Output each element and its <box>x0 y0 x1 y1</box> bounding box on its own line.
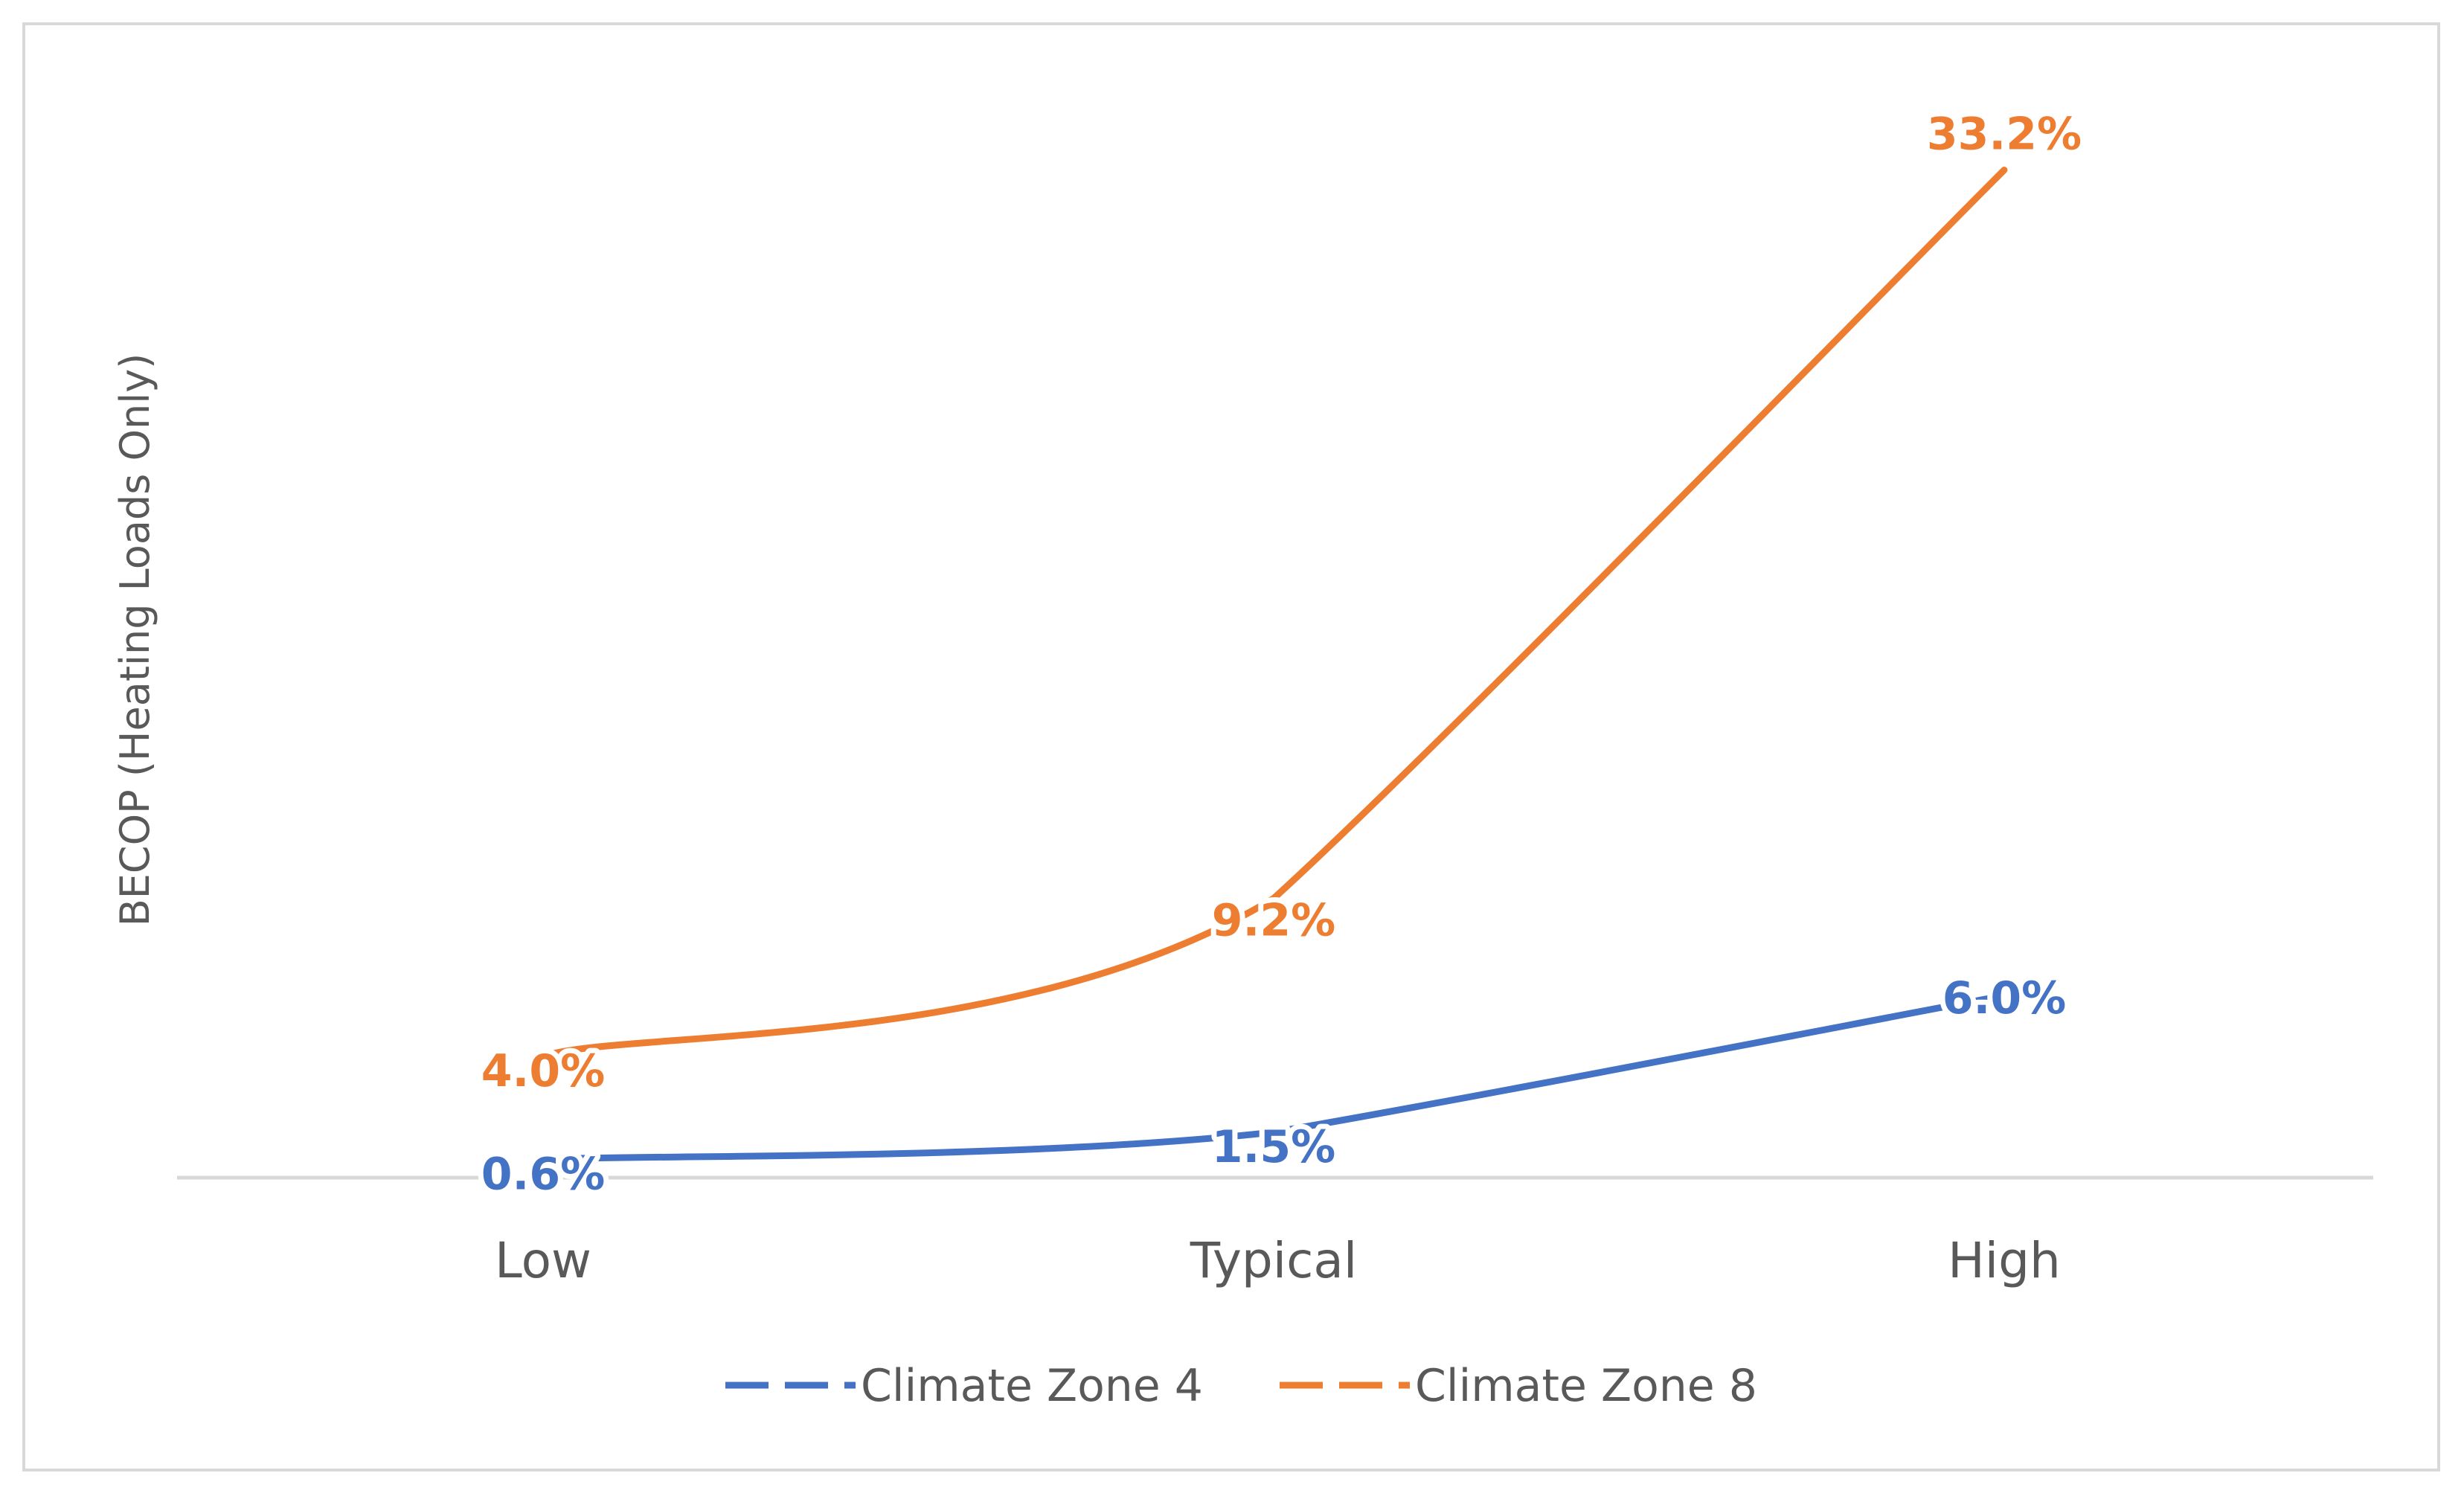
legend-item-1: Climate Zone 4 <box>725 1360 1203 1412</box>
data-label-1-1: 0.6% <box>481 1149 605 1201</box>
x-tick-label: Typical <box>1190 1232 1357 1289</box>
data-label-2-3: 33.2% <box>1927 108 2082 160</box>
series-line-1 <box>539 992 2008 1164</box>
x-tick-labels: Low Typical High <box>495 1232 2061 1289</box>
data-label-1-3: 6.0% <box>1942 972 2066 1024</box>
x-tick-label: Low <box>495 1232 591 1289</box>
legend-label-1: Climate Zone 4 <box>861 1360 1203 1412</box>
legend: Climate Zone 4 Climate Zone 8 <box>725 1360 1757 1412</box>
legend-label-2: Climate Zone 8 <box>1415 1360 1757 1412</box>
data-label-1-2: 1.5% <box>1212 1121 1335 1173</box>
legend-item-2: Climate Zone 8 <box>1280 1360 1757 1412</box>
data-label-layer: 0.6% 1.5% 6.0% 4.0% 9.2% 33.2% <box>476 103 2087 1205</box>
y-axis-title: BECOP (Heating Loads Only) <box>112 353 158 927</box>
series-layer <box>539 166 2008 1164</box>
series-line-2 <box>539 166 2008 1060</box>
x-tick-label: High <box>1948 1232 2061 1289</box>
chart-frame <box>22 22 2440 1472</box>
data-label-2-1: 4.0% <box>481 1045 605 1097</box>
data-label-2-2: 9.2% <box>1212 895 1335 947</box>
